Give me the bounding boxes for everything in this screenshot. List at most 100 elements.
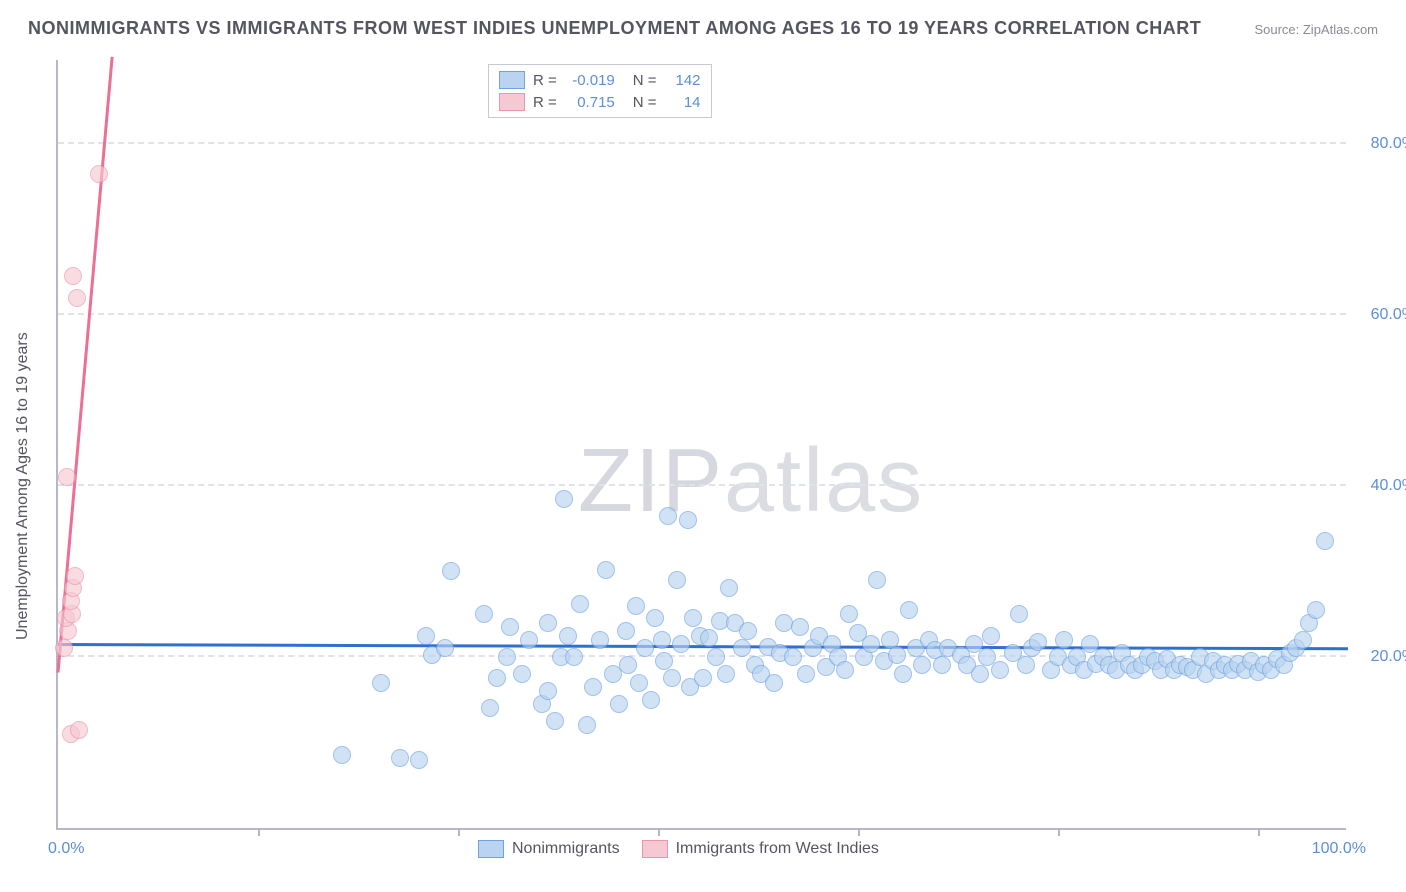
data-point [58, 468, 76, 486]
data-point [868, 571, 886, 589]
legend-r-label: R = [533, 94, 557, 111]
data-point [1294, 631, 1312, 649]
data-point [862, 635, 880, 653]
data-point [372, 674, 390, 692]
data-point [66, 567, 84, 585]
data-point [539, 614, 557, 632]
data-point [617, 622, 635, 640]
data-point [836, 661, 854, 679]
data-point [900, 601, 918, 619]
data-point [591, 631, 609, 649]
data-point [627, 597, 645, 615]
data-point [513, 665, 531, 683]
legend-item: Nonimmigrants [478, 840, 620, 858]
data-point [488, 669, 506, 687]
data-point [417, 627, 435, 645]
y-tick-label: 60.0% [1371, 306, 1406, 324]
data-point [971, 665, 989, 683]
data-point [1010, 605, 1028, 623]
data-point [663, 669, 681, 687]
data-point [571, 595, 589, 613]
legend-n-value: 142 [665, 72, 701, 89]
data-point [668, 571, 686, 589]
data-point [700, 629, 718, 647]
data-point [991, 661, 1009, 679]
data-point [913, 656, 931, 674]
data-point [720, 579, 738, 597]
data-point [619, 656, 637, 674]
watermark-thin: atlas [724, 431, 924, 531]
data-point [739, 622, 757, 640]
legend-r-value: 0.715 [565, 94, 615, 111]
data-point [584, 678, 602, 696]
x-tick [1058, 828, 1060, 836]
x-tick [258, 828, 260, 836]
data-point [1055, 631, 1073, 649]
data-point [55, 639, 73, 657]
data-point [597, 561, 615, 579]
data-point [655, 652, 673, 670]
y-tick-label: 40.0% [1371, 477, 1406, 495]
data-point [684, 609, 702, 627]
data-point [442, 562, 460, 580]
data-point [333, 746, 351, 764]
data-point [555, 490, 573, 508]
data-point [90, 165, 108, 183]
data-point [636, 639, 654, 657]
correlation-legend: R =-0.019N =142R =0.715N =14 [488, 64, 712, 118]
legend-row: R =-0.019N =142 [499, 69, 701, 91]
data-point [982, 627, 1000, 645]
data-point [498, 648, 516, 666]
data-point [707, 648, 725, 666]
plot-area: ZIPatlas R =-0.019N =142R =0.715N =14 0.… [56, 60, 1346, 830]
legend-swatch [499, 71, 525, 89]
data-point [630, 674, 648, 692]
legend-swatch [499, 93, 525, 111]
x-axis-max-label: 100.0% [1312, 840, 1366, 858]
trend-line [57, 56, 114, 672]
gridline [58, 484, 1346, 486]
data-point [642, 691, 660, 709]
chart-title: NONIMMIGRANTS VS IMMIGRANTS FROM WEST IN… [28, 18, 1201, 39]
data-point [520, 631, 538, 649]
legend-n-label: N = [633, 72, 657, 89]
data-point [539, 682, 557, 700]
watermark: ZIPatlas [578, 430, 924, 533]
legend-swatch [642, 840, 668, 858]
data-point [436, 639, 454, 657]
legend-swatch [478, 840, 504, 858]
legend-r-value: -0.019 [565, 72, 615, 89]
data-point [653, 631, 671, 649]
data-point [679, 511, 697, 529]
data-point [888, 646, 906, 664]
legend-item: Immigrants from West Indies [642, 840, 879, 858]
y-tick-label: 20.0% [1371, 648, 1406, 666]
data-point [646, 609, 664, 627]
gridline [58, 142, 1346, 144]
x-tick [858, 828, 860, 836]
x-tick [1258, 828, 1260, 836]
data-point [559, 627, 577, 645]
data-point [565, 648, 583, 666]
data-point [70, 721, 88, 739]
data-point [64, 267, 82, 285]
x-tick [458, 828, 460, 836]
data-point [840, 605, 858, 623]
data-point [659, 507, 677, 525]
data-point [481, 699, 499, 717]
legend-label: Immigrants from West Indies [676, 840, 879, 858]
data-point [1029, 633, 1047, 651]
data-point [797, 665, 815, 683]
data-point [933, 656, 951, 674]
data-point [894, 665, 912, 683]
data-point [475, 605, 493, 623]
data-point [578, 716, 596, 734]
x-axis-min-label: 0.0% [48, 840, 84, 858]
data-point [68, 289, 86, 307]
legend-label: Nonimmigrants [512, 840, 620, 858]
data-point [410, 751, 428, 769]
data-point [501, 618, 519, 636]
data-point [546, 712, 564, 730]
series-legend: Nonimmigrants Immigrants from West Indies [478, 840, 879, 858]
data-point [791, 618, 809, 636]
